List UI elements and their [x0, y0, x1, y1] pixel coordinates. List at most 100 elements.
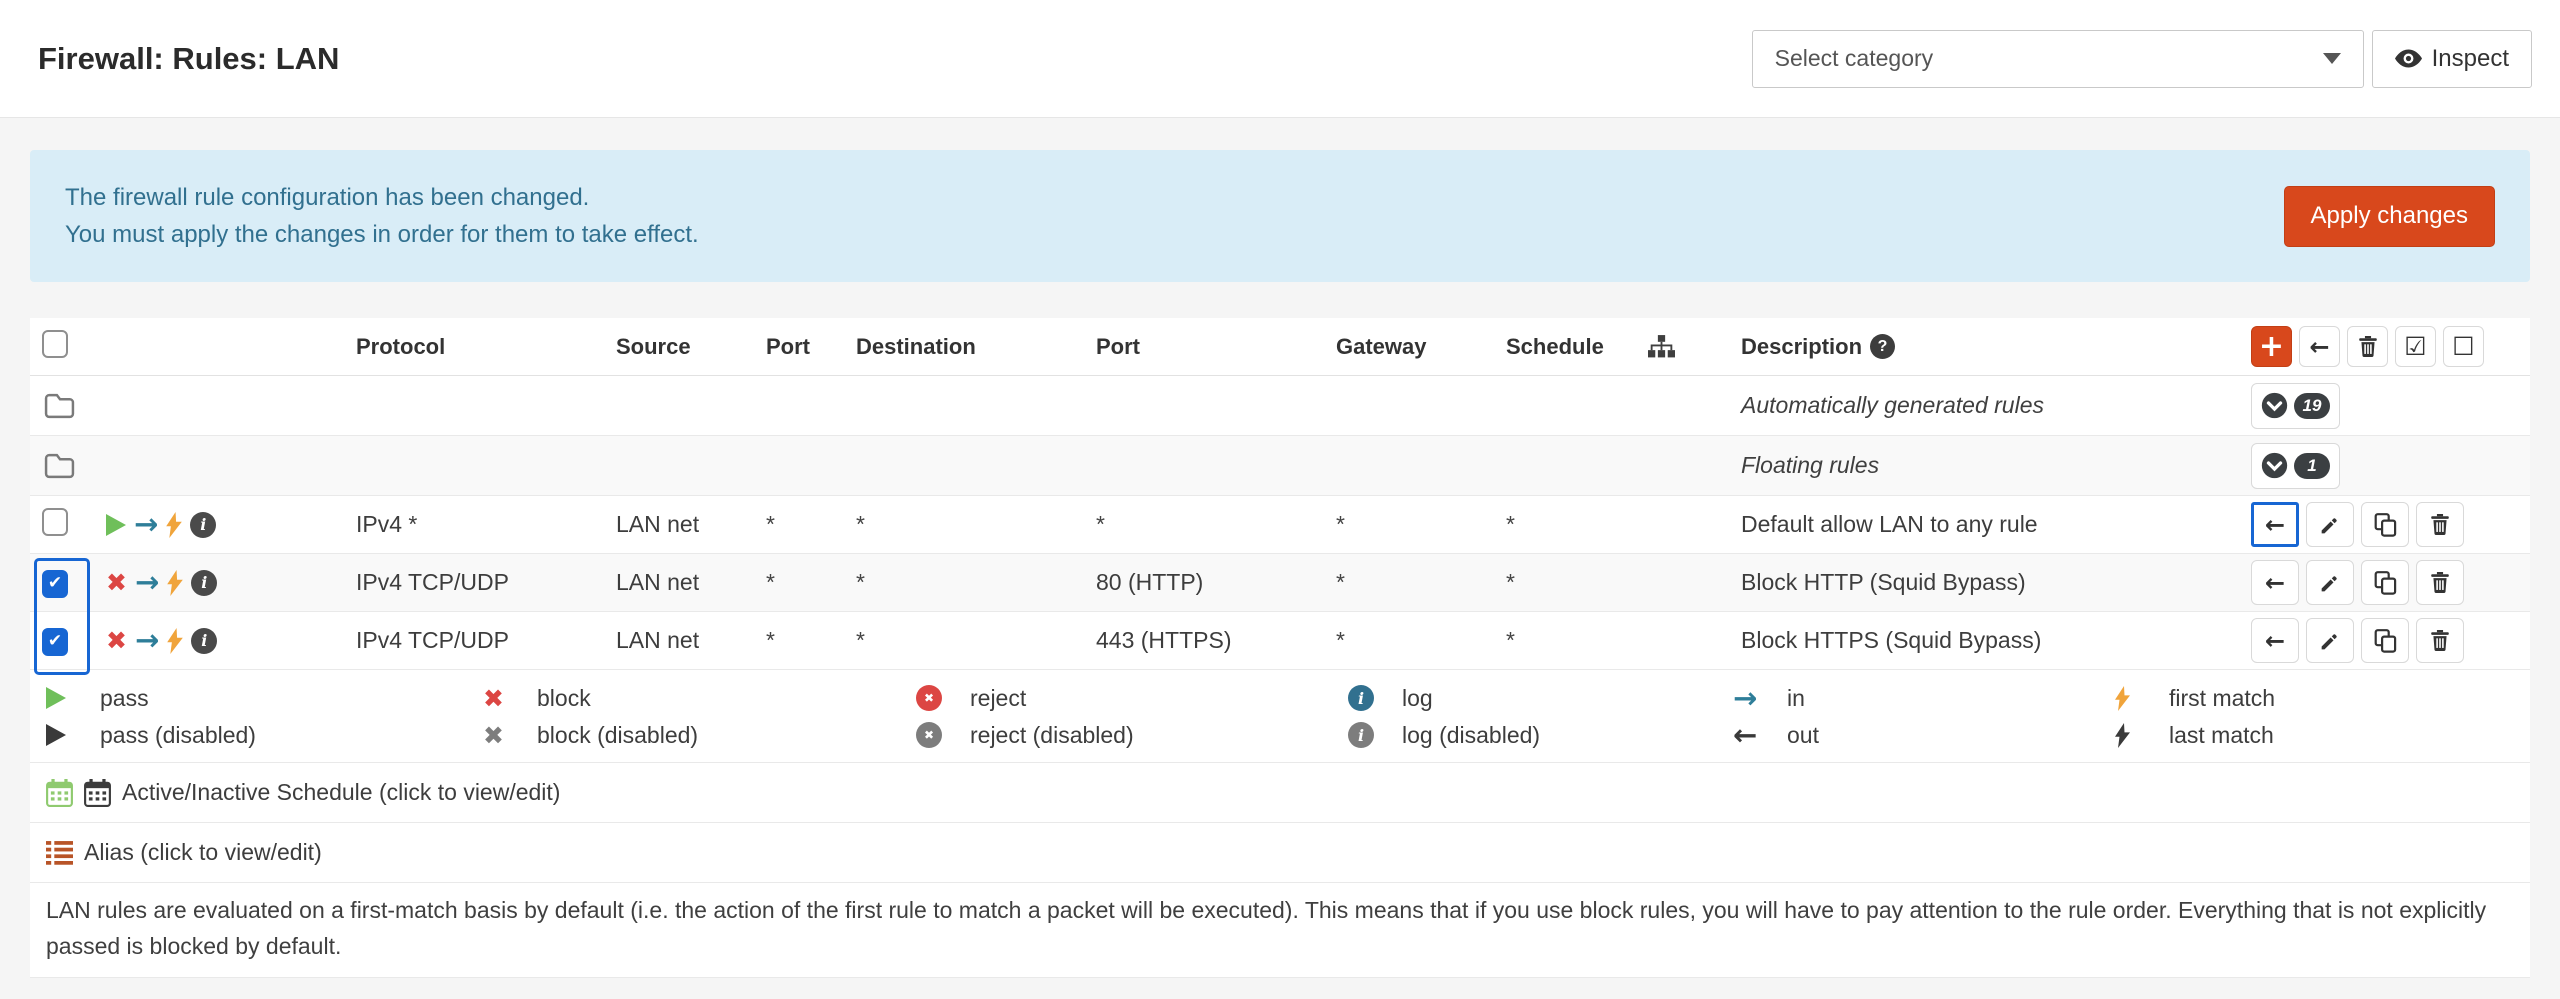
calendar-active-icon — [46, 778, 73, 807]
group-count-badge: 19 — [2294, 392, 2330, 419]
reject-icon: ✖ — [916, 685, 942, 711]
rule-schedule: * — [1506, 569, 1515, 595]
pencil-icon — [2320, 515, 2340, 535]
legend-label: block — [537, 684, 591, 711]
add-rule-button[interactable]: + — [2251, 326, 2292, 367]
clone-rule-button[interactable] — [2361, 618, 2409, 663]
rule-gateway: * — [1336, 511, 1345, 537]
move-rule-button[interactable]: ← — [2251, 560, 2299, 605]
log-info-icon[interactable]: i — [191, 627, 218, 654]
clone-rule-button[interactable] — [2361, 502, 2409, 547]
col-schedule: Schedule — [1506, 333, 1604, 359]
pass-icon[interactable] — [106, 513, 126, 536]
col-source-port: Port — [766, 333, 810, 359]
legend-label: reject (disabled) — [970, 721, 1134, 748]
delete-rule-button[interactable] — [2416, 502, 2464, 547]
log-info-icon[interactable]: i — [190, 511, 217, 538]
first-match-icon — [167, 569, 184, 596]
delete-rule-button[interactable] — [2416, 618, 2464, 663]
edit-rule-button[interactable] — [2306, 618, 2354, 663]
rule-checkbox[interactable] — [42, 507, 68, 536]
page-title: Firewall: Rules: LAN — [38, 40, 340, 76]
col-gateway: Gateway — [1336, 333, 1427, 359]
category-select[interactable]: Select category — [1751, 29, 2364, 88]
rule-row-block-http: ✔ ✖ → i IPv4 TCP/UDP LAN net * * 80 (HTT… — [30, 554, 2530, 612]
legend-label: last match — [2169, 721, 2274, 748]
legend-label: log (disabled) — [1402, 721, 1541, 748]
rule-destination: * — [856, 569, 865, 595]
rule-source-port: * — [766, 511, 775, 537]
col-source: Source — [616, 333, 691, 359]
help-icon[interactable]: ? — [1870, 334, 1896, 359]
rule-protocol: IPv4 TCP/UDP — [356, 569, 509, 595]
pencil-icon — [2320, 573, 2340, 593]
rule-schedule: * — [1506, 627, 1515, 653]
legend-label: out — [1787, 721, 1819, 748]
direction-in-icon: → — [134, 626, 160, 655]
delete-selected-button[interactable] — [2347, 326, 2388, 367]
move-rule-button[interactable]: ← — [2251, 618, 2299, 663]
edit-rule-button[interactable] — [2306, 560, 2354, 605]
log-icon: i — [1348, 685, 1374, 711]
legend-label: pass (disabled) — [100, 721, 256, 748]
checked-box-icon: ☑ — [2404, 332, 2427, 361]
block-icon[interactable]: ✖ — [106, 568, 127, 597]
edit-rule-button[interactable] — [2306, 502, 2354, 547]
rule-description: Block HTTPS (Squid Bypass) — [1741, 627, 2042, 653]
block-disabled-icon: ✖ — [483, 720, 504, 750]
rule-source: LAN net — [616, 511, 700, 537]
group-count-badge: 1 — [2294, 452, 2330, 479]
direction-in-icon: → — [134, 510, 159, 539]
move-rule-button[interactable]: ← — [2251, 502, 2299, 547]
plus-icon: + — [2258, 328, 2285, 364]
alias-legend-row: Alias (click to view/edit) — [30, 823, 2530, 883]
select-all-checkbox[interactable] — [42, 329, 68, 358]
clone-rule-button[interactable] — [2361, 560, 2409, 605]
alias-legend-label: Alias (click to view/edit) — [84, 839, 322, 865]
move-selected-button[interactable]: ← — [2299, 326, 2340, 367]
alias-list-icon — [46, 840, 73, 865]
rule-source-port: * — [766, 627, 775, 653]
rule-gateway: * — [1336, 627, 1345, 653]
rule-destination: * — [856, 627, 865, 653]
rule-schedule: * — [1506, 511, 1515, 537]
rule-destination-port: * — [1096, 511, 1105, 537]
page-header: Firewall: Rules: LAN Select category Ins… — [0, 0, 2560, 118]
trash-icon — [2431, 572, 2449, 593]
expand-group-button[interactable]: 1 — [2251, 442, 2340, 489]
rule-checkbox[interactable]: ✔ — [42, 569, 68, 598]
expand-group-button[interactable]: 19 — [2251, 382, 2340, 429]
delete-rule-button[interactable] — [2416, 560, 2464, 605]
direction-in-icon: → — [1733, 680, 1758, 715]
rule-destination: * — [856, 511, 865, 537]
alert-message: The firewall rule configuration has been… — [65, 179, 699, 253]
calendar-inactive-icon — [84, 778, 111, 807]
legend-label: in — [1787, 684, 1805, 711]
schedule-legend-label: Active/Inactive Schedule (click to view/… — [122, 779, 561, 805]
col-destination: Destination — [856, 333, 976, 359]
deselect-all-rules-button[interactable]: ☐ — [2443, 326, 2484, 367]
rules-help-note: LAN rules are evaluated on a first-match… — [30, 883, 2530, 978]
group-label: Floating rules — [1741, 452, 1880, 478]
apply-changes-button[interactable]: Apply changes — [2283, 185, 2495, 247]
sitemap-icon — [1630, 335, 1715, 358]
rule-gateway: * — [1336, 569, 1345, 595]
rule-destination-port: 443 (HTTPS) — [1096, 627, 1232, 653]
folder-icon — [44, 392, 94, 419]
copy-icon — [2374, 570, 2397, 595]
legend-label: pass — [100, 684, 149, 711]
rule-source: LAN net — [616, 569, 700, 595]
alert-line-1: The firewall rule configuration has been… — [65, 184, 590, 211]
log-disabled-icon: i — [1348, 722, 1374, 748]
inspect-button[interactable]: Inspect — [2371, 29, 2532, 88]
chevron-down-icon — [2322, 53, 2341, 64]
pencil-icon — [2320, 631, 2340, 651]
arrow-left-icon: ← — [2309, 332, 2330, 361]
table-header-row: Protocol Source Port Destination Port Ga… — [30, 318, 2530, 376]
alert-line-2: You must apply the changes in order for … — [65, 221, 699, 248]
block-icon[interactable]: ✖ — [106, 626, 127, 655]
log-info-icon[interactable]: i — [191, 569, 218, 596]
rule-row-default-allow: → i IPv4 * LAN net * * * * * Default all… — [30, 496, 2530, 554]
rule-checkbox[interactable]: ✔ — [42, 627, 68, 656]
select-all-rules-button[interactable]: ☑ — [2395, 326, 2436, 367]
